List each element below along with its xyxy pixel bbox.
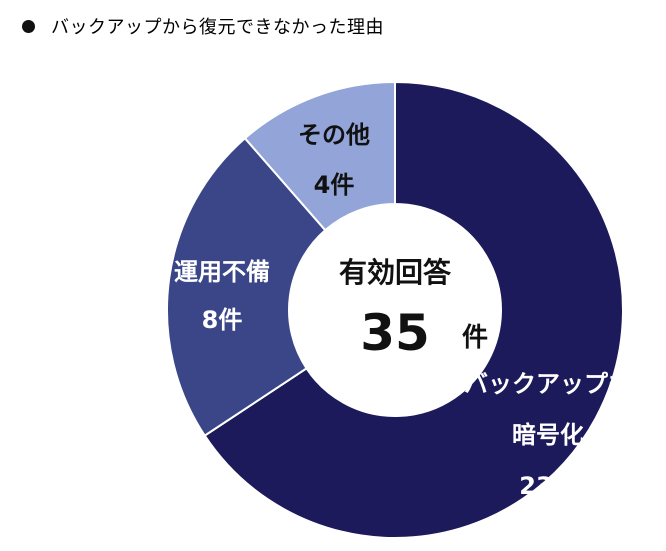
- bullet-icon: [22, 19, 35, 33]
- slice-label-operation: 運用不備: [174, 258, 270, 286]
- slice-other: [243, 80, 396, 232]
- slice-label-backup-line1: バックアップも: [464, 370, 632, 398]
- slice-count-backup: 23件: [519, 472, 576, 500]
- chart-title: バックアップから復元できなかった理由: [22, 8, 384, 44]
- center-unit: 件: [462, 323, 488, 353]
- chart-title-text: バックアップから復元できなかった理由: [51, 17, 384, 38]
- slice-backup-encrypted: [203, 80, 624, 539]
- slice-label-backup-line2: 暗号化: [512, 421, 584, 449]
- slice-count-other: 4件: [314, 171, 355, 199]
- slice-count-operation: 8件: [202, 306, 243, 334]
- slice-label-other: その他: [298, 121, 370, 149]
- donut-slices: [166, 80, 624, 539]
- slice-operation-error: [166, 136, 327, 437]
- center-label: 有効回答: [339, 256, 452, 289]
- center-value: 35: [360, 304, 430, 362]
